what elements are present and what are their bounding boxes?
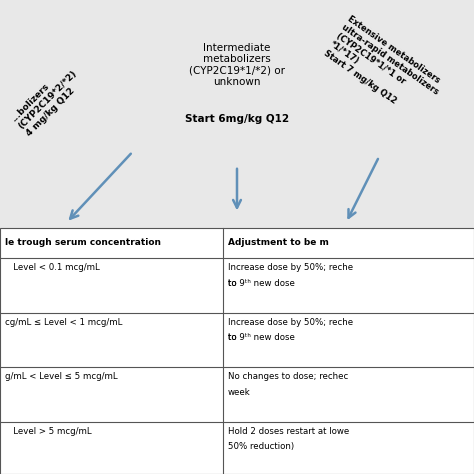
Text: Level < 0.1 mcg/mL: Level < 0.1 mcg/mL [5,263,100,272]
Text: Level > 5 mcg/mL: Level > 5 mcg/mL [5,427,91,436]
Text: Increase dose by 50%; reche: Increase dose by 50%; reche [228,263,353,272]
Text: week: week [228,388,250,397]
Text: to: to [228,279,239,288]
Text: 50% reduction): 50% reduction) [228,442,294,451]
Text: cg/mL ≤ Level < 1 mcg/mL: cg/mL ≤ Level < 1 mcg/mL [5,318,122,327]
Text: Start 6mg/kg Q12: Start 6mg/kg Q12 [185,114,289,124]
Text: Extensive metabolizers
ultra-rapid metabolizers
(CYP2C19*1/*1 or
*1/*17)
Start 7: Extensive metabolizers ultra-rapid metab… [322,14,447,122]
Text: No changes to dose; rechec: No changes to dose; rechec [228,372,348,381]
Text: g/mL < Level ≤ 5 mcg/mL: g/mL < Level ≤ 5 mcg/mL [5,372,118,381]
Text: le trough serum concentration: le trough serum concentration [5,238,161,247]
Text: to 9ᵗʰ new dose: to 9ᵗʰ new dose [228,279,294,288]
Text: Hold 2 doses restart at lowe: Hold 2 doses restart at lowe [228,427,349,436]
Text: Intermediate
metabolizers
(CYP2C19*1/*2) or
unknown: Intermediate metabolizers (CYP2C19*1/*2)… [189,43,285,88]
Text: to: to [228,333,239,342]
Text: Adjustment to be m: Adjustment to be m [228,238,328,247]
Bar [0,228,474,474]
Text: to 9ᵗʰ new dose: to 9ᵗʰ new dose [228,333,294,342]
Bar [0,228,474,474]
Text: Increase dose by 50%; reche: Increase dose by 50%; reche [228,318,353,327]
Text: ...bolizers
(CYP2C19*2/*2)
4 mg/kg Q12: ...bolizers (CYP2C19*2/*2) 4 mg/kg Q12 [9,62,86,138]
